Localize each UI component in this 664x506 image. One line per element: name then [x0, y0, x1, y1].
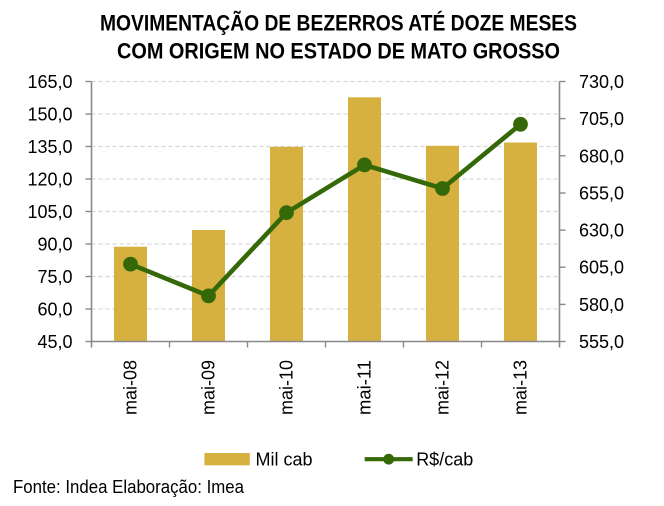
svg-text:580,0: 580,0: [579, 295, 624, 315]
svg-text:Mil cab: Mil cab: [256, 449, 313, 469]
svg-text:605,0: 605,0: [579, 258, 624, 278]
svg-text:COM ORIGEM NO ESTADO DE MATO G: COM ORIGEM NO ESTADO DE MATO GROSSO: [117, 39, 560, 64]
svg-text:mai-12: mai-12: [433, 360, 453, 415]
svg-text:135,0: 135,0: [27, 137, 72, 157]
svg-text:680,0: 680,0: [579, 146, 624, 166]
svg-text:mai-13: mai-13: [511, 360, 531, 415]
svg-text:mai-11: mai-11: [355, 360, 375, 415]
svg-text:730,0: 730,0: [579, 72, 624, 92]
svg-text:105,0: 105,0: [27, 202, 72, 222]
svg-text:120,0: 120,0: [27, 170, 72, 190]
svg-text:mai-08: mai-08: [121, 360, 141, 415]
svg-text:R$/cab: R$/cab: [416, 449, 473, 469]
svg-text:mai-09: mai-09: [199, 360, 219, 415]
svg-text:Fonte: Indea Elaboração: Imea: Fonte: Indea Elaboração: Imea: [13, 476, 245, 497]
svg-text:555,0: 555,0: [579, 332, 624, 352]
svg-text:mai-10: mai-10: [277, 360, 297, 415]
svg-text:150,0: 150,0: [27, 105, 72, 125]
svg-text:90,0: 90,0: [37, 235, 72, 255]
svg-text:75,0: 75,0: [37, 267, 72, 287]
svg-text:45,0: 45,0: [37, 332, 72, 352]
svg-text:630,0: 630,0: [579, 221, 624, 241]
svg-text:165,0: 165,0: [27, 72, 72, 92]
svg-text:655,0: 655,0: [579, 184, 624, 204]
svg-text:MOVIMENTAÇÃO DE BEZERROS ATÉ D: MOVIMENTAÇÃO DE BEZERROS ATÉ DOZE MESES: [100, 10, 577, 35]
svg-text:705,0: 705,0: [579, 109, 624, 129]
svg-text:60,0: 60,0: [37, 300, 72, 320]
